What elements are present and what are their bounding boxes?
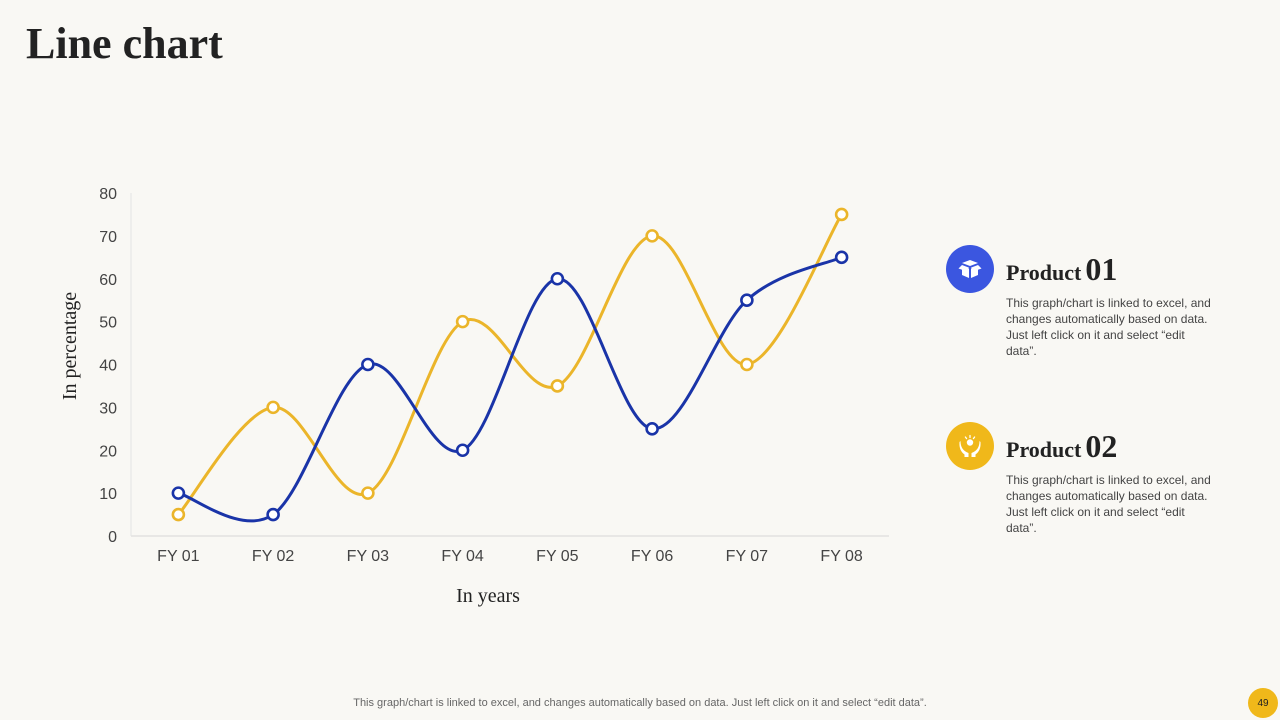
y-tick-label: 40 (99, 358, 117, 375)
x-tick-label: FY 03 (347, 548, 390, 565)
product-01-badge (946, 245, 994, 293)
x-tick-label: FY 07 (726, 548, 769, 565)
series-2-point (550, 379, 565, 393)
hands-holding-icon (959, 434, 981, 457)
y-tick-label: 60 (99, 272, 117, 289)
product-02-badge (946, 422, 994, 470)
y-tick-label: 50 (99, 315, 117, 332)
y-tick-label: 70 (99, 229, 117, 246)
footer-note: This graph/chart is linked to excel, and… (353, 697, 927, 709)
y-tick-label: 20 (99, 443, 117, 460)
product-01-name: Product 01 (1006, 251, 1118, 287)
open-box-icon (958, 260, 982, 278)
y-tick-label: 0 (108, 529, 117, 546)
series-1-point (361, 357, 375, 372)
series-2-point (834, 207, 849, 222)
y-tick-label: 10 (99, 486, 117, 503)
series-2-line (176, 212, 844, 517)
series-2-point (740, 357, 754, 372)
x-tick-label: FY 08 (820, 548, 863, 565)
y-tick-label: 80 (99, 186, 117, 203)
series-2-point (455, 314, 470, 329)
y-tick-label: 30 (99, 400, 117, 417)
series-2-point (266, 400, 280, 415)
product-01-description: This graph/chart is linked to excel, and… (1006, 296, 1211, 358)
x-tick-label: FY 04 (441, 548, 484, 565)
series-1-point (550, 271, 565, 286)
series-1-point (266, 507, 280, 522)
series-2-point (361, 486, 375, 500)
x-tick-label: FY 01 (157, 548, 200, 565)
x-axis-label: In years (456, 585, 520, 607)
x-tick-label: FY 05 (536, 548, 579, 565)
slide-title: Line chart (26, 19, 223, 68)
y-axis-label: In percentage (59, 292, 81, 400)
series-lines (176, 212, 844, 523)
x-tick-label: FY 06 (631, 548, 674, 565)
series-1-line (176, 255, 844, 523)
x-axis-ticks: FY 01 FY 02 FY 03 FY 04 FY 05 FY 06 FY 07 FY 08 (157, 548, 863, 565)
series-1-point (455, 443, 470, 458)
product-02-name: Product 02 (1006, 428, 1118, 464)
series-1-point (834, 250, 849, 265)
series-1-point (171, 486, 186, 500)
series-2-point (645, 229, 659, 243)
product-02-description: This graph/chart is linked to excel, and… (1006, 473, 1211, 535)
page-number-badge: 49 (1248, 688, 1278, 718)
series-1-point (740, 293, 754, 307)
x-tick-label: FY 02 (252, 548, 295, 565)
series-1-point (645, 422, 659, 436)
series-2-point (171, 507, 186, 522)
series-points (171, 207, 849, 522)
y-axis-ticks: 0 10 20 30 40 50 60 70 80 (99, 186, 117, 546)
